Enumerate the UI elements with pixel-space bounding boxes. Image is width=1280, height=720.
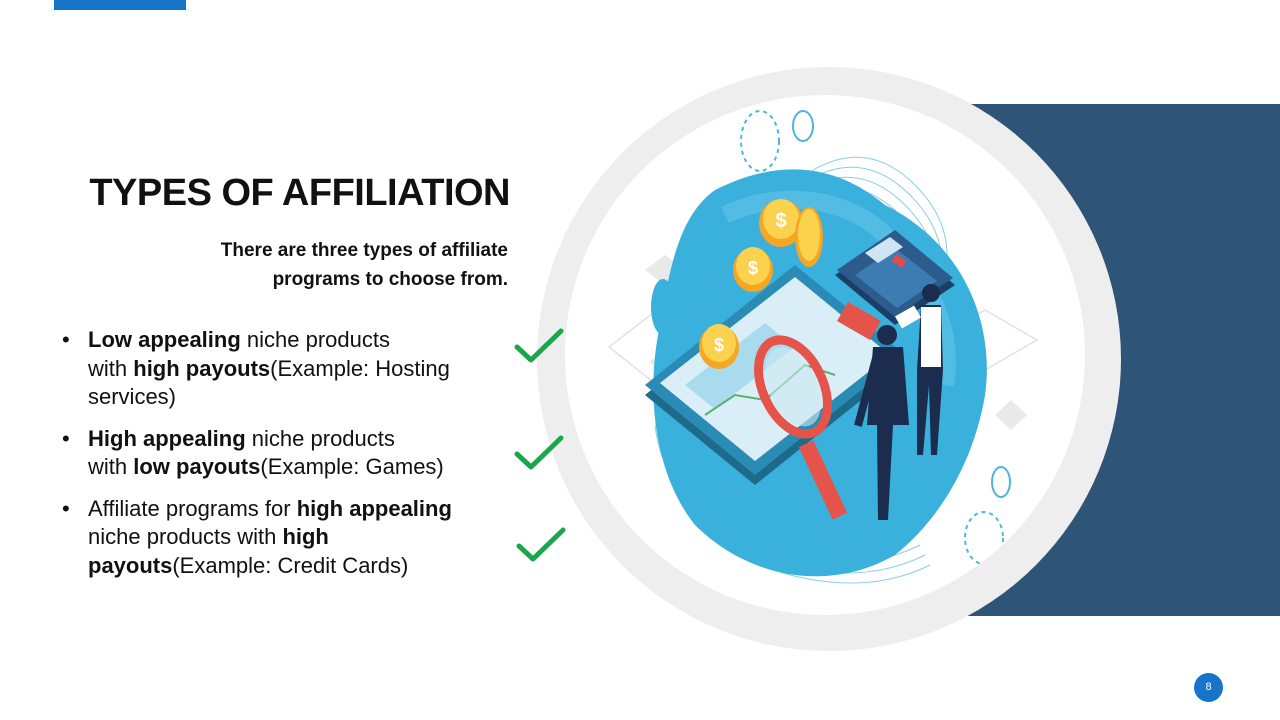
coin-icon: $ $ $: [699, 199, 823, 369]
top-accent-bar: [54, 0, 186, 10]
bullet-text: (Example: Games): [260, 454, 444, 479]
list-item: • Low appealing niche products with high…: [60, 326, 500, 412]
bold-text: Low appealing: [88, 327, 241, 352]
page-number-badge: 8: [1194, 673, 1223, 702]
businesswoman-icon: [894, 284, 943, 455]
bullet-text: Affiliate programs for: [88, 495, 297, 521]
magnifier-icon: [754, 335, 848, 520]
checkmark-icon: [514, 435, 564, 470]
bullet-dot: •: [62, 327, 70, 352]
svg-text:$: $: [714, 335, 724, 355]
list-item: • Affiliate programs for high appealing …: [60, 495, 500, 581]
slide-title: TYPES OF AFFILIATION: [89, 172, 510, 214]
bullet-dot: •: [62, 495, 70, 521]
bullet-text: (Example: Credit Cards): [172, 552, 409, 578]
bold-text: High appealing: [88, 425, 246, 451]
affiliate-illustration: $ $ $: [607, 110, 1039, 584]
bullet-text: (Example: Hosting services): [88, 355, 450, 410]
bold-text: high payouts: [88, 524, 329, 578]
slide-subtitle: There are three types of affiliate progr…: [170, 236, 508, 294]
dashed-circle-decor: [740, 110, 780, 172]
bullet-dot: •: [62, 425, 70, 451]
bold-text: low payouts: [133, 454, 261, 479]
svg-text:$: $: [748, 258, 758, 278]
subtitle-line-1: There are three types of affiliate: [220, 240, 508, 261]
bullet-text: with: [88, 454, 134, 479]
illustration-circle: $ $ $: [565, 95, 1085, 615]
circle-decor: [792, 110, 814, 142]
subtitle-line-2: programs to choose from.: [272, 269, 508, 290]
bullet-text: with: [88, 355, 134, 381]
businessman-icon: [854, 325, 909, 520]
bold-text: high payouts: [133, 355, 271, 381]
affiliation-type-list: • Low appealing niche products with high…: [60, 326, 500, 593]
bold-text: high appealing: [296, 495, 452, 521]
bullet-text: niche products: [245, 425, 395, 451]
checkmark-icon: [516, 527, 566, 562]
list-item: • High appealing niche products with low…: [60, 425, 500, 482]
svg-text:$: $: [775, 210, 786, 232]
bullet-text: niche products: [240, 327, 390, 352]
checkmark-icon: [514, 328, 564, 363]
circle-decor: [991, 466, 1011, 498]
bullet-text: niche products with: [88, 524, 283, 549]
